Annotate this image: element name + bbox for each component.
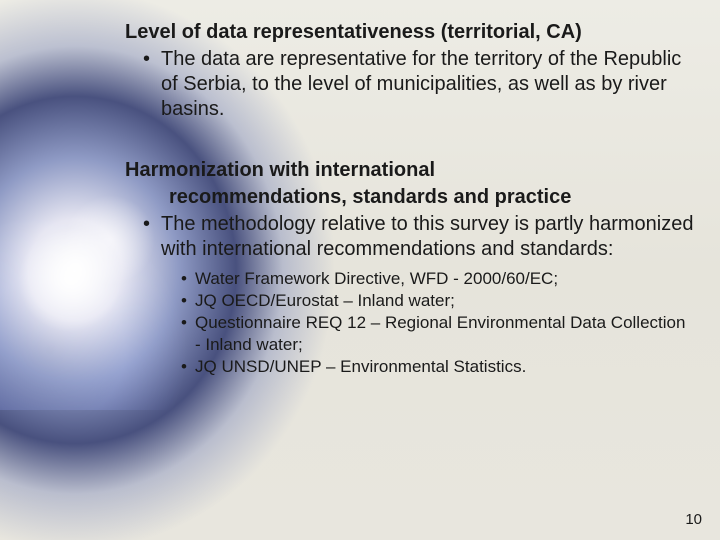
bullet-mark: • <box>181 312 195 356</box>
section2-heading-line2: recommendations, standards and practice <box>125 185 695 210</box>
section1-heading: Level of data representativeness (territ… <box>125 20 695 45</box>
slide-content: Level of data representativeness (territ… <box>125 20 695 378</box>
section2-heading: Harmonization with international recomme… <box>125 158 695 210</box>
section-gap <box>125 122 695 158</box>
section1-bullet: • The data are representative for the te… <box>143 47 695 122</box>
sub-item-text: Water Framework Directive, WFD - 2000/60… <box>195 268 695 290</box>
bullet-mark: • <box>143 47 161 122</box>
section2-heading-line1: Harmonization with international <box>125 158 695 183</box>
sub-item-text: JQ OECD/Eurostat – Inland water; <box>195 290 695 312</box>
section2-sub-list: • Water Framework Directive, WFD - 2000/… <box>181 268 695 378</box>
list-item: • Water Framework Directive, WFD - 2000/… <box>181 268 695 290</box>
page-number: 10 <box>685 511 702 528</box>
section2-bullet-text: The methodology relative to this survey … <box>161 212 695 262</box>
bullet-mark: • <box>143 212 161 262</box>
list-item: • JQ UNSD/UNEP – Environmental Statistic… <box>181 356 695 378</box>
bullet-mark: • <box>181 290 195 312</box>
list-item: • JQ OECD/Eurostat – Inland water; <box>181 290 695 312</box>
section2-bullet: • The methodology relative to this surve… <box>143 212 695 262</box>
bullet-mark: • <box>181 356 195 378</box>
sub-item-text: JQ UNSD/UNEP – Environmental Statistics. <box>195 356 695 378</box>
list-item: • Questionnaire REQ 12 – Regional Enviro… <box>181 312 695 356</box>
section1-bullet-text: The data are representative for the terr… <box>161 47 695 122</box>
sub-item-text: Questionnaire REQ 12 – Regional Environm… <box>195 312 695 356</box>
bullet-mark: • <box>181 268 195 290</box>
